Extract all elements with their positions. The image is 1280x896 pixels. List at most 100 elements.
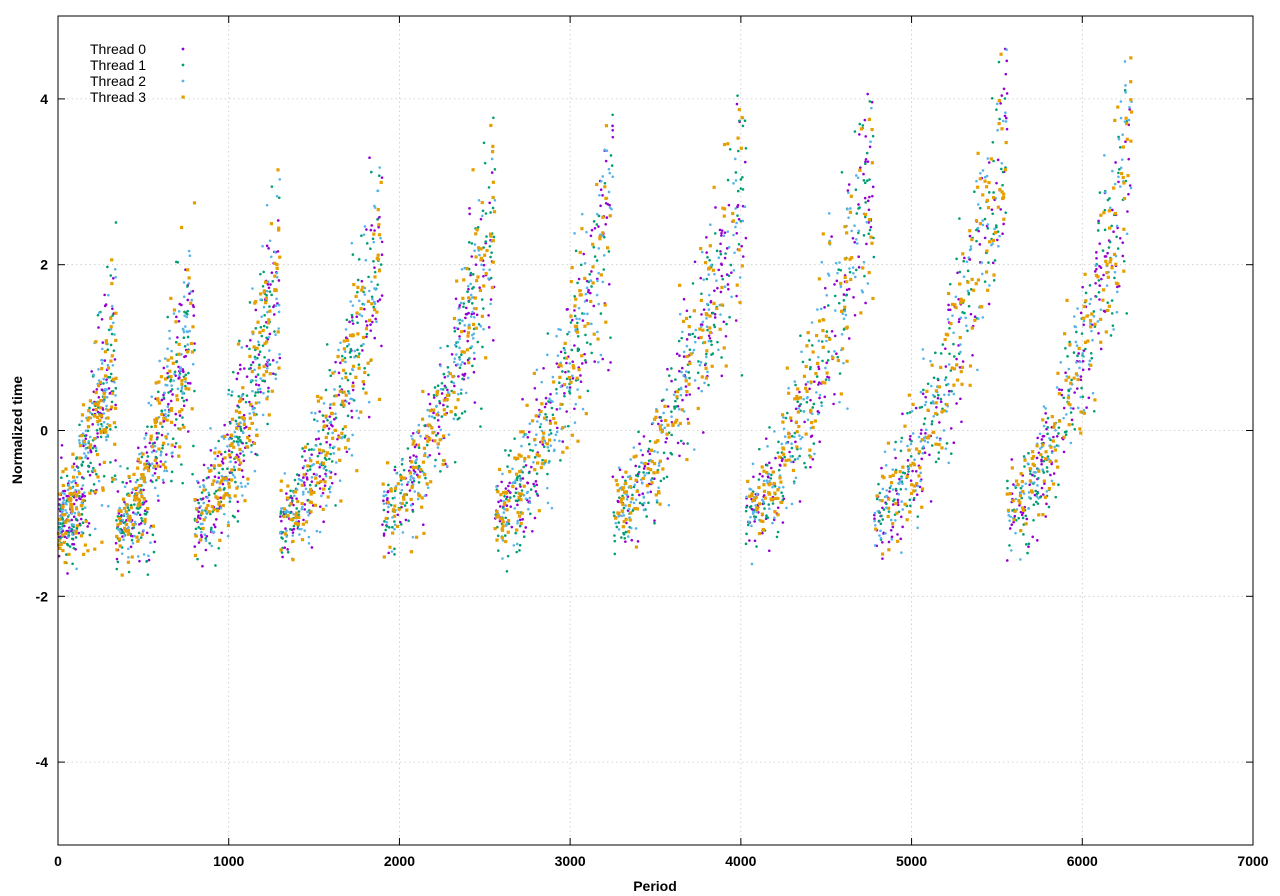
data-point — [1105, 284, 1109, 287]
data-point — [153, 472, 157, 475]
data-point — [184, 380, 187, 384]
data-point — [1081, 359, 1085, 363]
data-point — [1081, 351, 1084, 355]
data-point — [253, 355, 257, 359]
data-point — [1047, 505, 1051, 509]
data-point — [885, 502, 888, 506]
data-point — [74, 488, 77, 492]
data-point — [223, 434, 227, 438]
data-point — [86, 451, 90, 454]
data-point — [821, 345, 825, 349]
data-point — [91, 408, 95, 412]
data-point — [896, 503, 900, 507]
data-point — [146, 573, 150, 576]
data-point — [166, 365, 169, 368]
data-point — [779, 480, 783, 484]
data-point — [535, 433, 538, 436]
data-point — [328, 446, 332, 449]
data-point — [300, 527, 303, 531]
data-point — [878, 498, 882, 502]
data-point — [227, 494, 231, 498]
data-point — [1044, 515, 1048, 518]
data-point — [748, 505, 752, 509]
data-point — [805, 396, 809, 400]
data-point — [490, 251, 493, 254]
data-point — [248, 400, 251, 404]
data-point — [482, 141, 486, 145]
data-point — [794, 383, 797, 387]
data-point — [214, 489, 218, 493]
data-point — [212, 523, 216, 526]
data-point — [476, 226, 480, 229]
data-point — [556, 354, 560, 357]
data-point — [1069, 441, 1073, 445]
data-point — [649, 468, 653, 472]
data-point — [709, 223, 712, 226]
data-point — [174, 412, 178, 416]
data-point — [184, 386, 188, 391]
data-point — [360, 288, 364, 292]
data-point — [450, 389, 454, 393]
data-point — [255, 346, 259, 350]
data-point — [75, 475, 79, 479]
data-point — [624, 517, 628, 521]
data-point — [237, 416, 241, 419]
data-point — [110, 332, 114, 336]
data-point — [592, 245, 596, 249]
data-point — [140, 532, 144, 536]
data-point — [170, 384, 173, 387]
data-point — [228, 500, 232, 503]
data-point — [735, 294, 738, 298]
data-point — [932, 376, 936, 380]
data-point — [357, 416, 361, 420]
data-point — [833, 392, 836, 396]
data-point — [937, 393, 940, 397]
data-point — [820, 340, 824, 343]
data-point — [781, 494, 785, 498]
data-point — [1079, 311, 1083, 315]
data-point — [236, 422, 241, 426]
data-point — [678, 454, 681, 458]
data-point — [351, 364, 356, 368]
data-point — [579, 293, 583, 297]
data-point — [321, 507, 325, 511]
data-point — [720, 231, 723, 235]
data-point — [1116, 226, 1119, 230]
data-point — [334, 504, 337, 507]
data-point — [235, 453, 239, 457]
data-point — [764, 437, 768, 440]
data-point — [109, 359, 113, 363]
data-point — [754, 496, 758, 500]
data-point — [804, 386, 808, 390]
data-point — [75, 483, 79, 487]
data-point — [854, 188, 858, 191]
data-point — [145, 510, 149, 514]
data-point — [553, 438, 556, 442]
data-point — [740, 116, 744, 120]
data-point — [586, 322, 590, 326]
data-point — [660, 419, 663, 423]
data-point — [114, 406, 118, 410]
data-point — [548, 421, 553, 425]
data-point — [1119, 185, 1122, 188]
data-point — [75, 527, 79, 530]
data-point — [440, 392, 444, 395]
data-point — [870, 161, 874, 165]
data-point — [850, 229, 853, 233]
data-point — [432, 411, 435, 415]
data-point — [563, 394, 566, 398]
data-point — [662, 411, 665, 415]
data-point — [319, 396, 323, 400]
data-point — [267, 335, 271, 339]
data-point — [922, 388, 925, 392]
data-point — [626, 530, 631, 534]
data-point — [227, 437, 231, 441]
data-point — [464, 312, 468, 316]
data-point — [126, 517, 131, 521]
data-point — [903, 502, 907, 506]
data-point — [866, 92, 870, 96]
data-point — [239, 429, 243, 432]
data-point — [845, 231, 849, 235]
data-point — [350, 416, 354, 419]
data-point — [719, 252, 723, 256]
